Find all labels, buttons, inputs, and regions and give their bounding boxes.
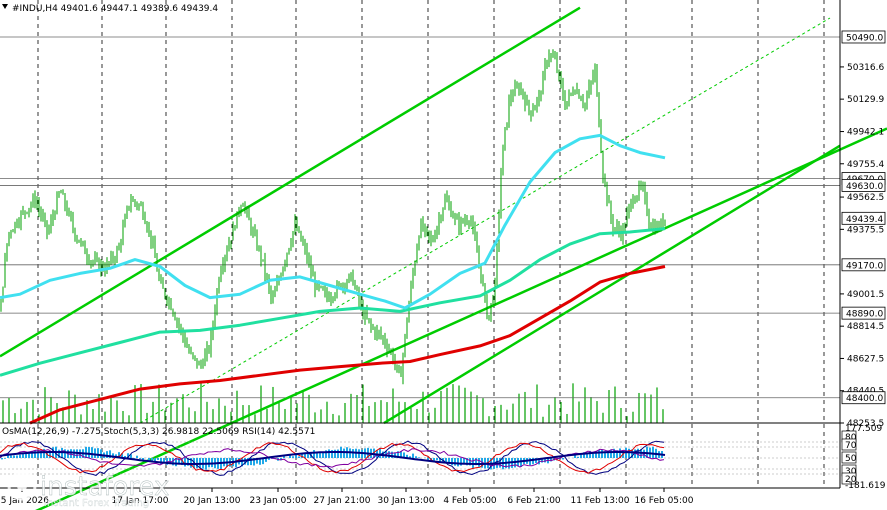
osc-tick-label: -181.619 (845, 481, 886, 491)
price-level-label: 48890.0 (841, 306, 886, 320)
instaforex-watermark: instaforex Instant Forex Trading (7, 471, 170, 509)
price-tick-label: 49942.1 (847, 128, 884, 138)
collapse-triangle-icon[interactable] (2, 4, 8, 9)
time-tick-label: 11 Feb 13:00 (570, 496, 629, 506)
price-label-text: 49439.4 (846, 215, 883, 225)
osc-level-box (841, 451, 857, 464)
price-label-box (841, 306, 886, 320)
price-label-text: 48400.0 (846, 394, 883, 404)
osc-tick-label: 20 (845, 475, 857, 485)
oscillator-pane (0, 440, 840, 476)
price-label-box (841, 30, 886, 44)
price-tick-label: 48627.5 (847, 354, 884, 364)
price-label-box (841, 391, 886, 405)
time-tick-label: 15 Jan 2026 (0, 496, 49, 506)
symbol-info: #INDU,H4 49401.6 49447.1 49389.6 49439.4 (12, 4, 218, 14)
ema-fast-line (0, 133, 666, 310)
price-level-labels: 50490.049670.049630.049439.449170.048890… (841, 30, 886, 405)
time-tick-label: 30 Jan 13:00 (378, 496, 435, 506)
main-plot (0, 6, 887, 510)
chart-header: #INDU,H4 49401.6 49447.1 49389.6 49439.4 (2, 4, 218, 14)
osc-tick-label: 177.509 (845, 424, 882, 434)
price-tick-label: 49755.4 (847, 160, 884, 170)
instaforex-logo-icon (7, 471, 37, 501)
price-label-text: 49170.0 (846, 261, 883, 271)
volume-bars (2, 383, 664, 423)
ema-mid-line (0, 227, 666, 377)
channel-line (383, 144, 841, 425)
rsi-line (0, 448, 665, 468)
time-tick-label: 6 Feb 21:00 (507, 496, 561, 506)
price-level-label: 50490.0 (841, 30, 886, 44)
price-level-label: 49170.0 (841, 258, 886, 272)
time-tick-label: 27 Jan 21:00 (314, 496, 371, 506)
price-label-text: 48890.0 (846, 310, 883, 320)
time-tick-label: 23 Jan 05:00 (250, 496, 307, 506)
osc-level-box (841, 472, 857, 485)
time-tick-label: 4 Feb 05:00 (443, 496, 497, 506)
channel-line (0, 6, 581, 358)
price-label-box (841, 258, 886, 272)
time-tick-label: 20 Jan 13:00 (184, 496, 241, 506)
price-label-text: 50490.0 (846, 33, 883, 43)
watermark-tagline: Instant Forex Trading (44, 498, 149, 509)
price-tick-label: 49001.5 (847, 290, 884, 300)
price-level-label: 49439.4 (841, 211, 886, 225)
support-resistance-lines (0, 36, 840, 399)
price-label-text: 49630.0 (846, 182, 883, 192)
price-tick-label: 48253.5 (847, 419, 884, 429)
time-tick-label: 17 Jan 17:00 (112, 496, 169, 506)
time-tick-label: 16 Feb 05:00 (634, 496, 693, 506)
osc-tick-label: 80 (845, 433, 857, 443)
price-tick-label: 50129.9 (847, 95, 884, 105)
price-label-box (841, 211, 886, 225)
channel-midline (139, 17, 831, 424)
ema-slow-line (29, 265, 666, 425)
instaforex-logo-dot-icon (17, 481, 27, 491)
price-tick-label: 50316.6 (847, 63, 884, 73)
stoch-main-line (0, 440, 665, 476)
osma-signal-line (0, 451, 666, 465)
price-level-label: 49630.0 (841, 179, 886, 192)
watermark-brand: instaforex (40, 472, 169, 502)
price-tick-label: 49562.5 (847, 193, 884, 203)
moving-averages (0, 133, 666, 425)
oscillator-info: OsMA(12,26,9) -7.275 Stoch(5,3,3) 26.981… (2, 427, 315, 437)
osc-tick-label: 50 (845, 454, 857, 464)
price-bars (0, 49, 666, 385)
price-label-box (841, 179, 886, 192)
osc-tick-label: 30 (845, 467, 857, 477)
osc-level-box (841, 438, 857, 451)
osc-tick-label: 70 (845, 441, 857, 451)
price-tick-label: 49375.5 (847, 225, 884, 235)
time-axis: 15 Jan 2026 17 Jan 17:00 20 Jan 13:00 23 Ja… (0, 488, 694, 506)
vertical-gridlines (37, 0, 825, 488)
price-level-label: 48400.0 (841, 391, 886, 405)
price-tick-label: 48814.5 (847, 322, 884, 332)
